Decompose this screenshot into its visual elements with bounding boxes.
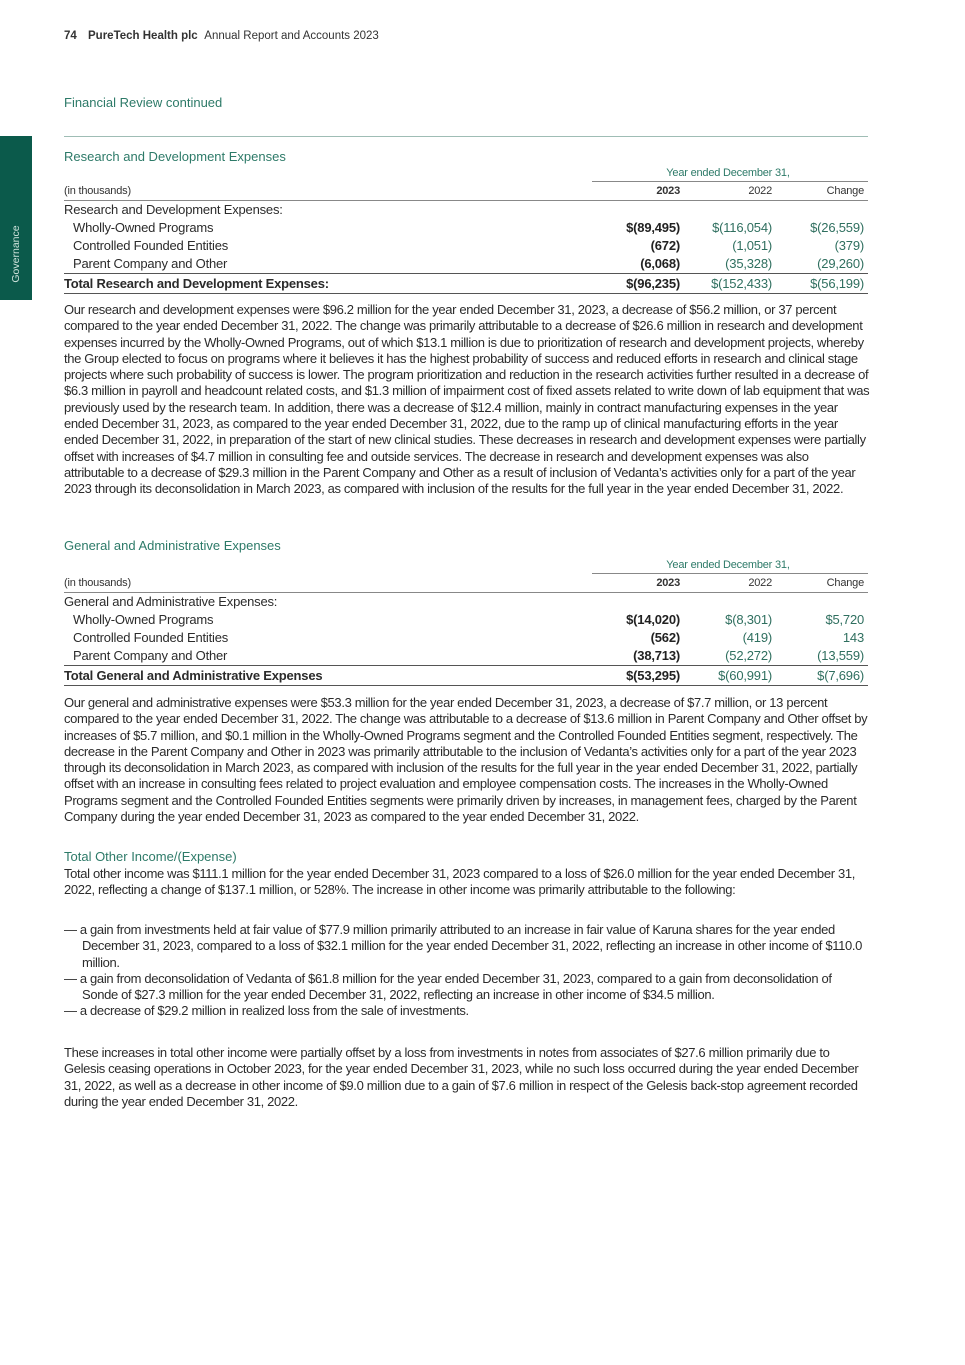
cell: (379) bbox=[834, 238, 865, 253]
col-2023: 2023 bbox=[592, 573, 684, 593]
cell: (1,051) bbox=[732, 238, 772, 253]
other-income-closing: These increases in total other income we… bbox=[64, 1045, 859, 1109]
other-income-bullets: — a gain from investments held at fair v… bbox=[64, 922, 870, 1020]
section-title: Financial Review continued bbox=[64, 95, 223, 110]
ga-table: Year ended December 31, (in thousands) 20… bbox=[64, 557, 868, 686]
page-header: 74 PureTech Health plc Annual Report and… bbox=[64, 30, 379, 42]
col-change: Change bbox=[776, 573, 868, 593]
cell: (562) bbox=[650, 630, 681, 645]
year-header: Year ended December 31, bbox=[592, 165, 868, 182]
table-row: Wholly-Owned Programs $(14,020) $(8,301) $5… bbox=[64, 611, 868, 629]
rd-title: Research and Development Expenses bbox=[64, 149, 286, 164]
year-header: Year ended December 31, bbox=[592, 557, 868, 574]
row-label: Wholly-Owned Programs bbox=[73, 612, 214, 627]
total-row: Total Research and Development Expenses:… bbox=[64, 273, 868, 294]
row-label: Total Research and Development Expenses: bbox=[64, 273, 592, 294]
company-name: PureTech Health plc bbox=[88, 30, 198, 42]
cell: $(60,991) bbox=[684, 665, 776, 686]
row-label: Parent Company and Other bbox=[73, 256, 228, 271]
table-row: Controlled Founded Entities (562) (419) 143 bbox=[64, 629, 868, 647]
cell: (52,272) bbox=[725, 648, 772, 663]
bullet-item: — a gain from deconsolidation of Vedanta… bbox=[64, 970, 832, 1003]
cell: $(14,020) bbox=[626, 612, 680, 627]
row-label: Total General and Administrative Expense… bbox=[64, 665, 592, 686]
table-row: General and Administrative Expenses: bbox=[64, 593, 868, 612]
cell: (13,559) bbox=[817, 648, 864, 663]
other-income-title: Total Other Income/(Expense) bbox=[64, 849, 237, 864]
col-2022: 2022 bbox=[684, 573, 776, 593]
other-income-intro: Total other income was $111.1 million fo… bbox=[64, 866, 855, 898]
bullet-item: — a gain from investments held at fair v… bbox=[64, 922, 863, 970]
table-row: Wholly-Owned Programs $(89,495) $(116,054)… bbox=[64, 219, 868, 237]
rd-paragraph: Our research and development expenses we… bbox=[64, 302, 870, 497]
side-tab-label: Governance bbox=[10, 225, 22, 283]
table-row: Parent Company and Other (38,713) (52,272)… bbox=[64, 647, 868, 666]
cell: $5,720 bbox=[825, 612, 864, 627]
group-label: Research and Development Expenses: bbox=[64, 202, 283, 217]
cell: $(53,295) bbox=[592, 665, 684, 686]
col-change: Change bbox=[776, 181, 868, 201]
row-label: Controlled Founded Entities bbox=[73, 238, 229, 253]
group-label: General and Administrative Expenses: bbox=[64, 594, 278, 609]
row-label: Controlled Founded Entities bbox=[73, 630, 229, 645]
units-label: (in thousands) bbox=[64, 573, 592, 593]
cell: (419) bbox=[742, 630, 773, 645]
col-2022: 2022 bbox=[684, 181, 776, 201]
report-title: Annual Report and Accounts 2023 bbox=[204, 30, 379, 42]
bullet-item: — a decrease of $29.2 million in realize… bbox=[64, 1003, 469, 1019]
cell: (6,068) bbox=[640, 256, 680, 271]
cell: (672) bbox=[650, 238, 681, 253]
row-label: Wholly-Owned Programs bbox=[73, 220, 214, 235]
col-2023: 2023 bbox=[592, 181, 684, 201]
ga-paragraph: Our general and administrative expenses … bbox=[64, 695, 868, 825]
cell: $(96,235) bbox=[592, 273, 684, 294]
cell: $(8,301) bbox=[725, 612, 772, 627]
cell: $(7,696) bbox=[776, 665, 868, 686]
ga-title: General and Administrative Expenses bbox=[64, 538, 281, 553]
table-row: Research and Development Expenses: bbox=[64, 201, 868, 220]
row-label: Parent Company and Other bbox=[73, 648, 228, 663]
cell: (35,328) bbox=[725, 256, 772, 271]
cell: $(26,559) bbox=[810, 220, 864, 235]
cell: $(152,433) bbox=[684, 273, 776, 294]
cell: (29,260) bbox=[817, 256, 864, 271]
divider bbox=[64, 136, 868, 137]
cell: $(89,495) bbox=[626, 220, 680, 235]
total-row: Total General and Administrative Expense… bbox=[64, 665, 868, 686]
rd-table: Year ended December 31, (in thousands) 20… bbox=[64, 165, 868, 294]
units-label: (in thousands) bbox=[64, 181, 592, 201]
cell: $(56,199) bbox=[776, 273, 868, 294]
side-tab-governance[interactable]: Governance bbox=[0, 136, 32, 300]
page-number: 74 bbox=[64, 30, 77, 42]
table-row: Controlled Founded Entities (672) (1,051) (… bbox=[64, 237, 868, 255]
cell: 143 bbox=[842, 630, 864, 645]
cell: $(116,054) bbox=[712, 220, 772, 235]
cell: (38,713) bbox=[633, 648, 680, 663]
table-row: Parent Company and Other (6,068) (35,328) (… bbox=[64, 255, 868, 274]
